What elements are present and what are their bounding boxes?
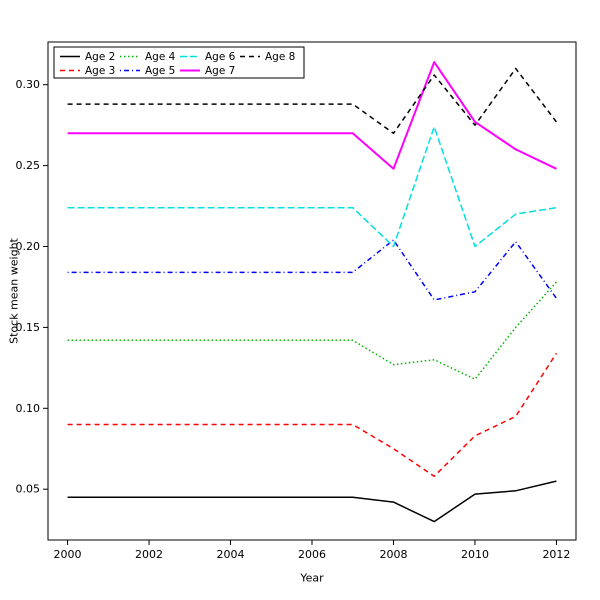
legend-box (53, 46, 305, 79)
series-age-8 (67, 67, 557, 135)
y-axis: 0.05 0.10 0.15 0.20 0.25 0.30 (16, 78, 48, 496)
legend-label: Age 2 (85, 51, 115, 63)
series-age-6 (67, 126, 557, 248)
plot-border (47, 41, 577, 541)
legend: Age 2 Age 3 Age 4 Age 5 Age 6 Age 7 Age 8 (53, 46, 305, 79)
y-tick-label: 0.05 (16, 483, 41, 496)
x-tick-label: 2000 (54, 548, 82, 561)
x-tick-label: 2012 (542, 548, 570, 561)
series-age-3 (67, 352, 558, 478)
x-axis-label: Year (300, 571, 324, 585)
y-tick-label: 0.15 (16, 321, 41, 334)
series-age-2 (67, 480, 557, 523)
x-tick-label: 2002 (135, 548, 163, 561)
y-tick-label: 0.30 (16, 78, 41, 91)
legend-label: Age 4 (145, 51, 176, 63)
x-tick-label: 2008 (379, 548, 407, 561)
y-axis-label: Stock mean weight (7, 238, 21, 344)
x-tick-label: 2006 (298, 548, 326, 561)
legend-label: Age 5 (145, 65, 175, 77)
legend-label: Age 3 (85, 65, 115, 77)
series-age-5 (67, 239, 558, 301)
legend-label: Age 8 (265, 51, 295, 63)
y-tick-label: 0.25 (16, 159, 41, 172)
series-age-4 (67, 281, 557, 380)
y-tick-label: 0.10 (16, 402, 41, 415)
legend-label: Age 6 (205, 51, 236, 63)
x-tick-label: 2004 (217, 548, 245, 561)
series-age-7 (67, 61, 557, 170)
x-tick-label: 2010 (461, 548, 489, 561)
x-axis: 2000 2002 2004 2006 2008 2010 2012 (54, 540, 570, 561)
legend-label: Age 7 (205, 65, 235, 77)
y-tick-label: 0.20 (16, 240, 41, 253)
